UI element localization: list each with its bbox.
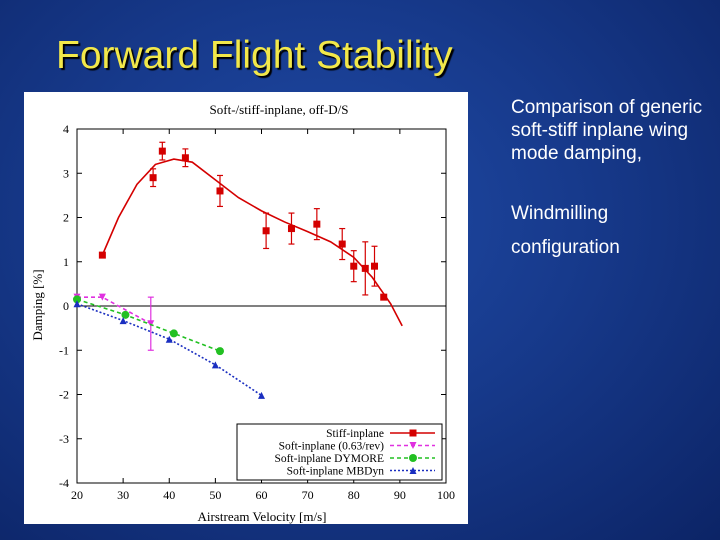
legend-marker [409, 429, 417, 437]
x-tick-label: 80 [348, 488, 360, 502]
data-point [165, 335, 173, 343]
bullet-comparison-text: Comparison of generic soft-stiff inplane… [511, 97, 703, 164]
x-tick-label: 50 [209, 488, 221, 502]
y-tick-label: 0 [63, 299, 69, 313]
data-point [147, 320, 155, 328]
y-tick-label: 1 [63, 255, 69, 269]
x-tick-label: 30 [117, 488, 129, 502]
y-tick-label: 3 [63, 166, 69, 180]
series-line [77, 296, 152, 325]
data-point [371, 262, 379, 270]
y-axis-label: Damping [%] [30, 269, 45, 340]
slide-title: Forward Flight Stability [56, 34, 453, 77]
x-axis-label: Airstream Velocity [m/s] [197, 509, 326, 524]
y-tick-label: -4 [59, 476, 69, 490]
x-tick-label: 40 [163, 488, 175, 502]
legend-marker [409, 454, 417, 462]
data-point [169, 329, 178, 338]
x-tick-label: 100 [437, 488, 455, 502]
data-point [313, 220, 321, 228]
data-point [211, 361, 219, 369]
x-tick-label: 90 [394, 488, 406, 502]
fit-curve [101, 158, 403, 327]
data-point [262, 227, 270, 235]
y-tick-label: 4 [63, 122, 69, 136]
y-tick-label: -1 [59, 343, 69, 357]
series-stiff-inplane [98, 141, 403, 327]
data-point [181, 154, 189, 162]
y-tick-label: 2 [63, 211, 69, 225]
damping-chart: Soft-/stiff-inplane, off-D/S Airstream V… [30, 102, 455, 524]
series-line [76, 303, 262, 397]
series-line [76, 298, 221, 352]
legend-marker [409, 442, 417, 449]
legend-label: Soft-inplane DYMORE [274, 453, 384, 465]
data-point [350, 262, 358, 270]
chart-panel: Soft-/stiff-inplane, off-D/S Airstream V… [24, 92, 468, 524]
legend-marker [409, 467, 417, 474]
x-tick-label: 20 [71, 488, 83, 502]
data-point [119, 317, 127, 325]
legend-label: Soft-inplane (0.63/rev) [279, 441, 385, 453]
legend-label: Stiff-inplane [326, 428, 384, 440]
data-point [287, 225, 295, 233]
data-point [158, 147, 166, 155]
bullet-windmilling-text: Windmilling configuration [511, 203, 620, 258]
data-point [121, 310, 130, 319]
x-tick-label: 70 [302, 488, 314, 502]
bullet-list: Comparison of generic soft-stiff inplane… [511, 96, 711, 265]
data-point [258, 391, 265, 399]
series-soft-inplane-mbdyn [73, 300, 265, 399]
data-point [98, 251, 106, 259]
x-tick-label: 60 [256, 488, 268, 502]
data-point [338, 240, 346, 248]
data-point [216, 187, 224, 195]
y-tick-label: -2 [59, 388, 69, 402]
data-point [73, 300, 81, 308]
data-point [73, 295, 81, 304]
data-point [361, 264, 369, 272]
chart-title: Soft-/stiff-inplane, off-D/S [210, 102, 349, 117]
legend-label: Soft-inplane MBDyn [287, 466, 385, 478]
data-point [98, 293, 106, 301]
data-point [149, 174, 157, 182]
data-point [215, 347, 224, 356]
data-point [380, 293, 388, 301]
y-tick-label: -3 [59, 432, 69, 446]
series-soft-inplane-dymore [73, 295, 224, 356]
